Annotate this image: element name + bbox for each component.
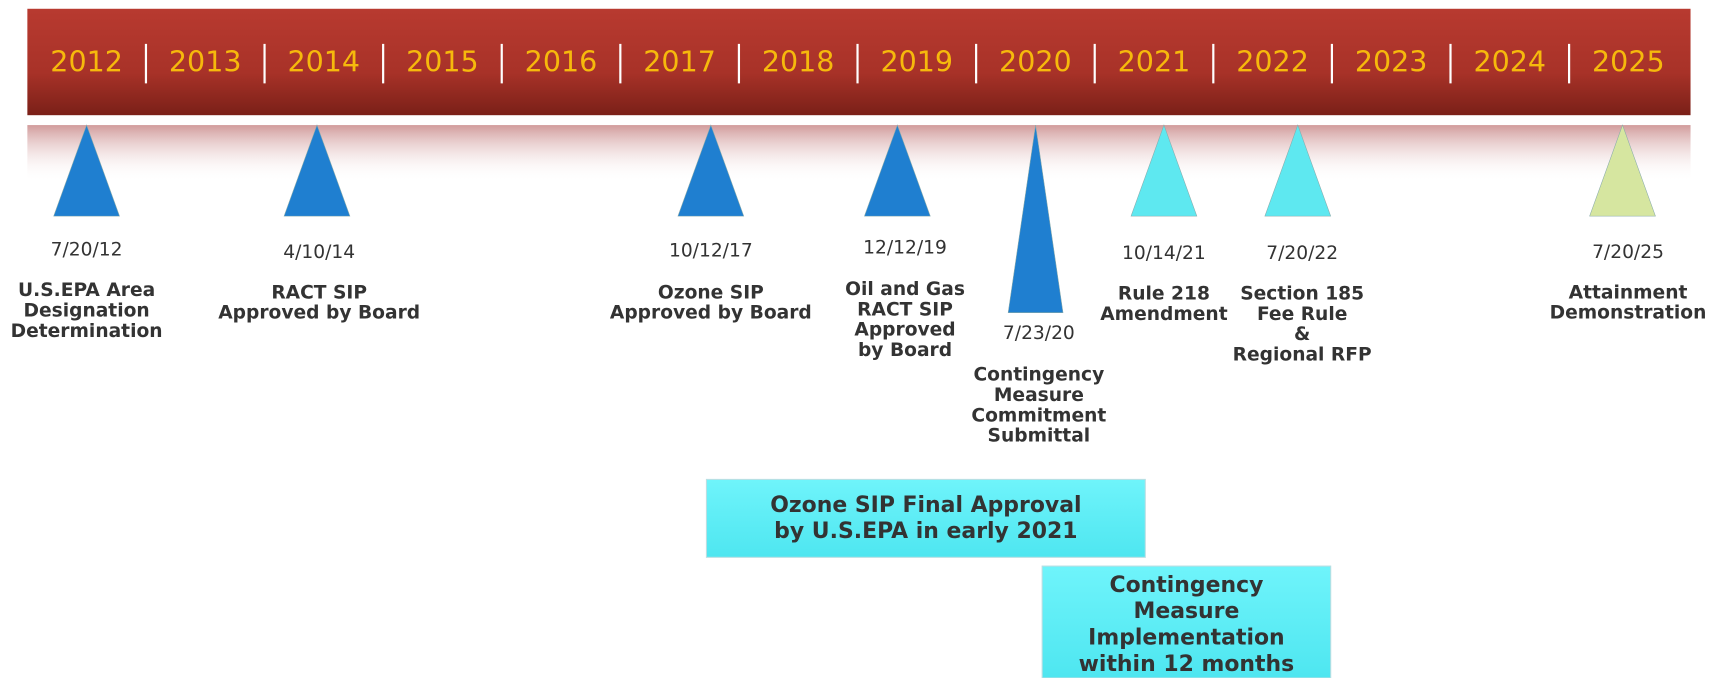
note-box [1041, 565, 1332, 678]
year-label: 2013 [169, 46, 242, 79]
note-box [705, 478, 1146, 558]
note-text: Measure [1133, 599, 1239, 624]
milestone-label: Demonstration [1550, 303, 1707, 324]
milestone-date: 12/12/19 [863, 237, 947, 258]
note-text: Ozone SIP Final Approval [770, 493, 1081, 518]
milestone-date: 10/12/17 [669, 241, 753, 262]
milestone-marker [677, 124, 745, 217]
note-text: Contingency [1109, 573, 1263, 598]
milestone-label: Commitment [971, 405, 1106, 426]
year-label: 2021 [1118, 46, 1191, 79]
milestone-label: Section 185 [1240, 284, 1364, 305]
milestone-label: Fee Rule [1257, 304, 1347, 325]
milestone-marker [864, 124, 931, 217]
milestone-date: 7/20/25 [1592, 242, 1664, 263]
note-text: by U.S.EPA in early 2021 [774, 519, 1077, 544]
milestone-label: Designation [24, 301, 150, 322]
milestone-date: 7/23/20 [1003, 323, 1075, 344]
year-label: 2017 [643, 46, 716, 79]
milestone-label: Approved by Board [610, 303, 812, 324]
year-label: 2015 [406, 46, 479, 79]
milestone-label: Measure [994, 385, 1084, 406]
milestone-marker [283, 124, 351, 217]
milestone-date: 7/20/12 [51, 240, 123, 261]
year-label: 2016 [525, 46, 598, 79]
milestone-label: RACT SIP [271, 282, 367, 303]
milestone-marker [1264, 124, 1332, 217]
year-label: 2019 [880, 46, 953, 79]
year-label: 2024 [1473, 46, 1546, 79]
milestone-marker [1007, 125, 1064, 313]
milestone-label: Rule 218 [1118, 284, 1210, 305]
milestone-date: 10/14/21 [1122, 243, 1206, 264]
note-text: Implementation [1088, 626, 1284, 651]
year-bar [27, 8, 1691, 116]
year-label: 2025 [1592, 46, 1665, 79]
milestone-label: Amendment [1100, 304, 1227, 325]
milestone-label: Approved [854, 320, 955, 341]
milestone-label: U.S.EPA Area [18, 280, 155, 301]
milestone-label: Approved by Board [218, 303, 420, 324]
year-label: 2023 [1355, 46, 1428, 79]
milestone-label: Submittal [988, 426, 1091, 447]
shadow-band [27, 125, 1691, 183]
milestone-label: Oil and Gas [845, 279, 965, 300]
year-label: 2020 [999, 46, 1072, 79]
milestone-label: by Board [858, 340, 952, 361]
milestone-marker [1130, 124, 1198, 217]
milestone-label: Determination [11, 321, 163, 342]
year-label: 2018 [762, 46, 835, 79]
milestone-marker [1589, 124, 1656, 217]
year-label: 2014 [288, 46, 361, 79]
milestone-label: Ozone SIP [658, 282, 764, 303]
year-label: 2022 [1236, 46, 1309, 79]
milestone-label: Regional RFP [1233, 344, 1372, 365]
year-label: 2012 [50, 46, 123, 79]
milestone-label: RACT SIP [857, 299, 953, 320]
milestone-date: 7/20/22 [1266, 243, 1338, 264]
milestone-marker [53, 124, 120, 217]
milestone-date: 4/10/14 [283, 242, 355, 263]
milestone-label: & [1294, 324, 1310, 345]
note-text: within 12 months [1079, 652, 1295, 677]
milestone-label: Contingency [973, 365, 1104, 386]
milestone-label: Attainment [1569, 282, 1688, 303]
